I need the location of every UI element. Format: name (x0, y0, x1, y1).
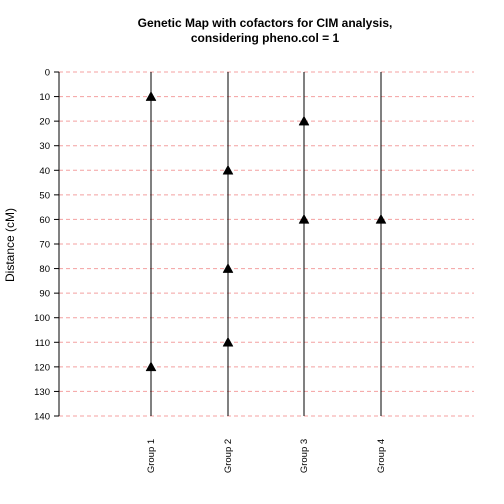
cofactor-marker (222, 263, 234, 273)
cofactor-marker (222, 164, 234, 175)
y-tick-label: 110 (35, 338, 50, 349)
group-label: Group 2 (223, 439, 234, 473)
y-tick-label: 70 (39, 240, 50, 251)
chart-subtitle: considering pheno.col = 1 (191, 31, 340, 45)
y-tick-label: 130 (34, 387, 50, 398)
y-tick-label: 120 (34, 362, 50, 373)
y-tick-label: 30 (39, 141, 50, 152)
y-tick-label: 0 (45, 68, 50, 79)
cofactor-marker (298, 213, 310, 224)
cofactor-marker (145, 361, 157, 372)
y-tick-label: 50 (39, 190, 50, 201)
y-axis: 0 10 20 30 40 50 60 70 80 90 100 110 120 130 140 (34, 68, 60, 423)
cofactor-markers (145, 91, 387, 372)
group-label: Group 3 (299, 439, 310, 473)
group-label: Group 1 (146, 439, 157, 473)
cofactor-marker (145, 91, 157, 101)
y-tick-label: 40 (39, 166, 50, 177)
y-tick-label: 100 (34, 313, 50, 324)
y-tick-label: 20 (39, 117, 50, 128)
y-tick-label: 60 (39, 215, 50, 226)
y-tick-label: 10 (39, 92, 50, 103)
grid-layer (59, 71, 474, 417)
y-tick-label: 140 (34, 412, 50, 423)
linkage-groups (150, 72, 382, 416)
cofactor-marker (298, 115, 310, 126)
y-tick-label: 80 (39, 264, 50, 275)
chart-title: Genetic Map with cofactors for CIM analy… (138, 16, 393, 30)
y-axis-title: Distance (cM) (3, 208, 17, 282)
cofactor-marker (222, 336, 234, 347)
cofactor-marker (375, 213, 387, 224)
group-label: Group 4 (376, 439, 387, 473)
y-tick-label: 90 (39, 289, 50, 300)
group-labels: Group 1 Group 2 Group 3 Group 4 (146, 439, 387, 473)
